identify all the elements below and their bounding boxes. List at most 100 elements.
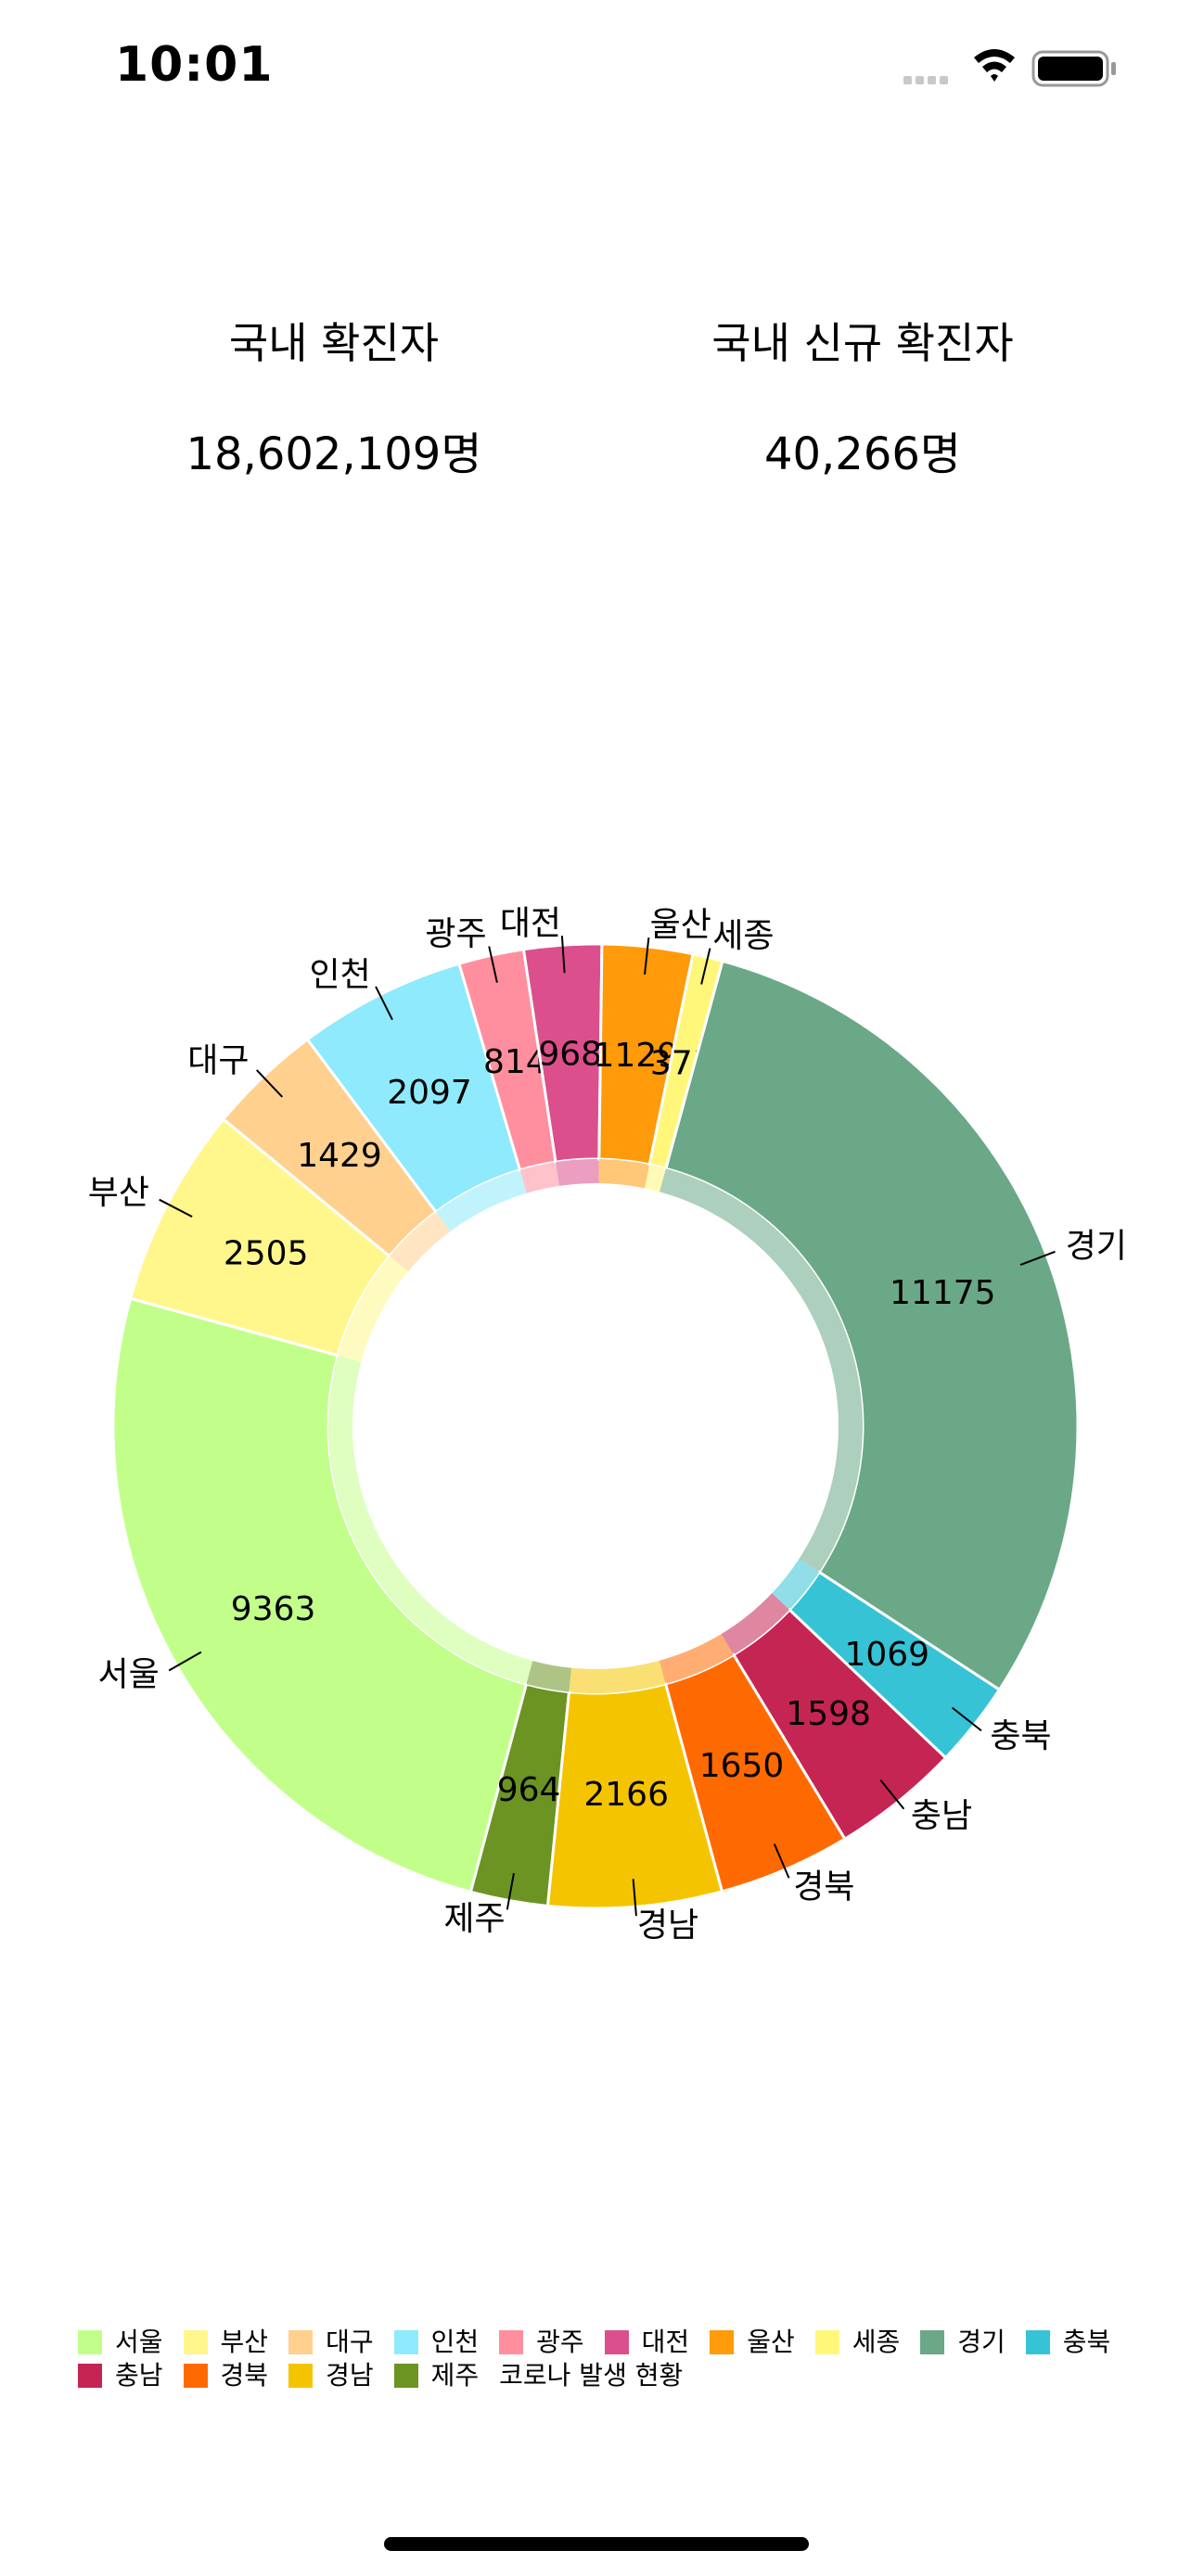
legend-item-경남[interactable]: 경남 bbox=[288, 2359, 374, 2392]
slice-12-category-label: 경남 bbox=[637, 1906, 698, 1945]
slice-11-inner-band bbox=[659, 1634, 734, 1684]
legend-item-세종[interactable]: 세종 bbox=[814, 2326, 901, 2359]
legend-swatch bbox=[814, 2330, 839, 2354]
legend-swatch bbox=[78, 2330, 102, 2354]
legend-label: 제주 bbox=[430, 2360, 480, 2391]
legend-label: 광주 bbox=[536, 2327, 584, 2357]
legend-swatch bbox=[78, 2364, 102, 2388]
slice-13-category-label: 제주 bbox=[443, 1900, 505, 1938]
legend-swatch bbox=[393, 2364, 418, 2388]
legend-swatch bbox=[604, 2330, 629, 2354]
new-cases-value: 40,266명 bbox=[763, 428, 962, 480]
new-cases-label: 국내 신규 확진자 bbox=[711, 318, 1014, 368]
slice-8-leader-line bbox=[1019, 1250, 1056, 1266]
slice-2-leader-line bbox=[255, 1069, 284, 1098]
legend-swatch bbox=[288, 2330, 314, 2354]
slice-9-category-label: 충북 bbox=[990, 1717, 1051, 1755]
wifi-icon bbox=[974, 49, 1015, 82]
slice-12-value-label: 2166 bbox=[583, 1776, 669, 1814]
legend-swatch bbox=[393, 2330, 418, 2354]
total-cases-label: 국내 확진자 bbox=[228, 318, 440, 368]
slice-12-leader-line bbox=[632, 1879, 637, 1917]
legend-label: 대구 bbox=[326, 2327, 374, 2357]
slice-3-inner-band bbox=[435, 1169, 527, 1231]
slice-7-leader-line bbox=[700, 948, 711, 985]
legend-label: 세종 bbox=[852, 2327, 901, 2357]
cellular-signal-icon bbox=[903, 76, 948, 84]
legend-item-부산[interactable]: 부산 bbox=[183, 2326, 269, 2359]
slice-4-leader-line bbox=[488, 946, 498, 983]
slice-9-value-label: 1069 bbox=[844, 1636, 929, 1674]
legend-item-충북[interactable]: 충북 bbox=[1025, 2326, 1111, 2359]
legend-item-서울[interactable]: 서울 bbox=[78, 2326, 163, 2359]
legend-item-대전[interactable]: 대전 bbox=[604, 2326, 690, 2359]
legend-swatch bbox=[1025, 2330, 1050, 2354]
legend-item-충남[interactable]: 충남 bbox=[78, 2359, 163, 2392]
status-icons bbox=[903, 49, 1116, 87]
slice-5-category-label: 대전 bbox=[500, 904, 561, 942]
total-cases-value: 18,602,109명 bbox=[186, 428, 482, 480]
slice-13-leader-line bbox=[506, 1872, 515, 1910]
slice-9-leader-line bbox=[951, 1706, 982, 1732]
slice-11-leader-line bbox=[773, 1843, 790, 1879]
legend-swatch bbox=[710, 2330, 735, 2354]
slice-3-value-label: 2097 bbox=[387, 1074, 472, 1112]
slice-3-category-label: 인천 bbox=[309, 956, 370, 994]
legend-label: 충남 bbox=[115, 2360, 163, 2391]
legend-item-대구[interactable]: 대구 bbox=[288, 2326, 374, 2359]
slice-2-value-label: 1429 bbox=[297, 1137, 382, 1175]
slice-6-inner-band bbox=[598, 1159, 650, 1189]
slice-5-value-label: 968 bbox=[538, 1036, 602, 1074]
slice-12-inner-band bbox=[569, 1660, 666, 1693]
slice-6-leader-line bbox=[644, 937, 650, 975]
slice-4-category-label: 광주 bbox=[425, 915, 486, 953]
slice-10-value-label: 1598 bbox=[786, 1695, 871, 1733]
slice-1-value-label: 2505 bbox=[224, 1234, 309, 1272]
legend-label: 대전 bbox=[641, 2327, 690, 2357]
legend-label: 경남 bbox=[326, 2360, 374, 2391]
chart-title: 코로나 발생 현황 bbox=[499, 2360, 684, 2391]
slice-5-leader-line bbox=[560, 936, 566, 974]
slice-0-leader-line bbox=[168, 1651, 202, 1672]
slice-8-경기[interactable] bbox=[664, 959, 1080, 1692]
legend-item-제주[interactable]: 제주 bbox=[393, 2359, 480, 2392]
slice-8-value-label: 11175 bbox=[890, 1274, 996, 1312]
slice-1-inner-band bbox=[338, 1256, 408, 1362]
legend-label: 충북 bbox=[1062, 2327, 1111, 2357]
slice-13-value-label: 964 bbox=[497, 1771, 561, 1809]
slice-11-category-label: 경북 bbox=[793, 1868, 854, 1906]
legend-label: 울산 bbox=[747, 2327, 795, 2357]
slice-2-category-label: 대구 bbox=[187, 1041, 249, 1079]
legend-item-광주[interactable]: 광주 bbox=[499, 2326, 584, 2359]
slice-2-inner-band bbox=[389, 1212, 451, 1272]
legend-item-울산[interactable]: 울산 bbox=[710, 2326, 795, 2359]
slice-5-inner-band bbox=[556, 1159, 599, 1186]
slice-6-category-label: 울산 bbox=[650, 906, 711, 944]
slice-8-category-label: 경기 bbox=[1066, 1228, 1127, 1266]
legend-swatch bbox=[920, 2330, 945, 2354]
slice-0-inner-band bbox=[328, 1355, 533, 1685]
home-indicator[interactable] bbox=[384, 2537, 809, 2551]
battery-icon bbox=[1031, 50, 1116, 87]
legend-item-경기[interactable]: 경기 bbox=[920, 2326, 1005, 2359]
slice-10-category-label: 충남 bbox=[911, 1797, 972, 1835]
legend-label: 인천 bbox=[430, 2327, 480, 2357]
slice-7-category-label: 세종 bbox=[712, 917, 774, 955]
legend-label: 경북 bbox=[220, 2360, 269, 2391]
legend-swatch bbox=[183, 2330, 208, 2354]
legend-item-인천[interactable]: 인천 bbox=[393, 2326, 480, 2359]
legend-label: 부산 bbox=[220, 2327, 269, 2357]
legend-item-경북[interactable]: 경북 bbox=[183, 2359, 269, 2392]
total-cases-card: 국내 확진자 18,602,109명 bbox=[74, 315, 594, 482]
status-bar: 10:01 bbox=[0, 0, 1191, 130]
slice-1-leader-line bbox=[159, 1198, 193, 1218]
slice-13-inner-band bbox=[526, 1661, 571, 1692]
slice-4-inner-band bbox=[519, 1162, 559, 1193]
slice-0-서울[interactable] bbox=[111, 1296, 529, 1894]
slice-9-inner-band bbox=[772, 1559, 820, 1611]
slice-10-leader-line bbox=[879, 1779, 905, 1810]
status-time: 10:01 bbox=[115, 37, 274, 93]
slice-3-leader-line bbox=[375, 986, 393, 1021]
